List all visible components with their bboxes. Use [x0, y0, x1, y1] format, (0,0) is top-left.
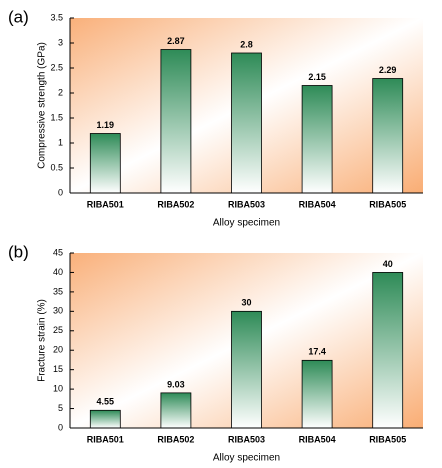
data-label: 2.87: [167, 36, 185, 46]
y-tick-label: 3.5: [50, 12, 63, 22]
x-tick-label: RIBA504: [299, 199, 336, 209]
y-tick-label: 40: [53, 267, 63, 277]
bar: [89, 133, 121, 194]
y-tick-label: 2: [58, 87, 63, 97]
x-tick-label: RIBA502: [157, 434, 194, 444]
panel-label: (b): [8, 242, 29, 261]
y-tick-label: 0.5: [50, 162, 63, 172]
x-axis-title: Alloy specimen: [213, 218, 280, 229]
y-tick-label: 20: [53, 345, 63, 355]
data-label: 40: [383, 259, 393, 269]
x-tick-label: RIBA501: [87, 199, 124, 209]
x-tick-label: RIBA502: [157, 199, 194, 209]
data-label: 9.03: [167, 379, 185, 389]
bar: [89, 409, 121, 429]
bar: [160, 49, 192, 194]
y-axis-title: Fracture strain (%): [37, 299, 48, 382]
y-axis-title: Compressive strength (GPa): [37, 42, 48, 169]
bar: [231, 52, 262, 194]
y-tick-label: 30: [53, 306, 63, 316]
data-label: 4.55: [97, 397, 115, 407]
data-label: 1.19: [97, 120, 115, 130]
y-tick-label: 15: [53, 364, 63, 374]
bar: [372, 78, 404, 194]
bar: [301, 359, 333, 429]
panel-label: (a): [8, 7, 29, 26]
y-tick-label: 35: [53, 286, 63, 296]
data-label: 2.29: [379, 65, 397, 75]
y-tick-label: 1.5: [50, 112, 63, 122]
y-tick-label: 0: [58, 187, 63, 197]
x-tick-label: RIBA505: [369, 434, 406, 444]
data-label: 2.8: [240, 39, 253, 49]
data-label: 17.4: [308, 347, 326, 357]
x-tick-label: RIBA504: [299, 434, 336, 444]
y-tick-label: 45: [53, 247, 63, 257]
y-tick-label: 1: [58, 137, 63, 147]
y-tick-label: 10: [53, 383, 63, 393]
y-tick-label: 3: [58, 37, 63, 47]
bar: [301, 85, 333, 194]
x-tick-label: RIBA501: [87, 434, 124, 444]
bar: [231, 310, 262, 429]
data-label: 2.15: [308, 72, 326, 82]
data-label: 30: [241, 298, 251, 308]
x-tick-label: RIBA505: [369, 199, 406, 209]
y-tick-label: 2.5: [50, 62, 63, 72]
y-tick-label: 0: [58, 422, 63, 432]
x-tick-label: RIBA503: [228, 199, 265, 209]
y-tick-label: 5: [58, 403, 63, 413]
x-tick-label: RIBA503: [228, 434, 265, 444]
bar: [160, 392, 192, 429]
y-tick-label: 25: [53, 325, 63, 335]
x-axis-title: Alloy specimen: [213, 453, 280, 464]
bar: [372, 272, 404, 429]
